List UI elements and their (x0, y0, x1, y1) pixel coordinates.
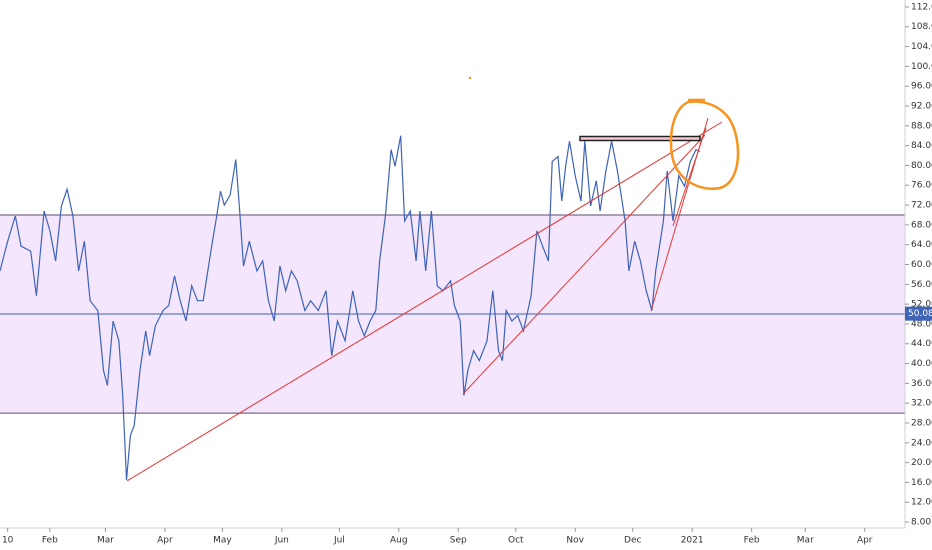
last-value-badge (905, 306, 932, 321)
x-tick-label: Mar (97, 536, 114, 546)
x-tick-label: Feb (744, 536, 760, 546)
y-tick-label: 40.00 (911, 359, 932, 369)
x-tick-label: Jul (333, 536, 345, 546)
y-tick-label: 104.00 (911, 42, 932, 52)
y-tick-label: 32.00 (911, 399, 932, 409)
y-tick-label: 108.00 (911, 22, 932, 32)
x-tick-label: Apr (157, 536, 173, 546)
y-tick-label: 80.00 (911, 161, 932, 171)
x-tick-label: Nov (566, 536, 584, 546)
y-tick-label: 12.00 (911, 498, 932, 508)
y-tick-label: 68.00 (911, 220, 932, 230)
x-tick-label: Dec (624, 536, 641, 546)
y-tick-label: 36.00 (911, 379, 932, 389)
y-tick-label: 100.00 (911, 62, 932, 72)
x-tick-label: May (213, 536, 232, 546)
y-tick-label: 112.00 (911, 2, 932, 12)
x-tick-label: Feb (42, 536, 58, 546)
rsi-band (0, 214, 905, 414)
y-tick-label: 52.00 (911, 300, 932, 310)
y-tick-label: 8.00 (911, 518, 931, 528)
trend-line (462, 134, 706, 395)
x-tick-label: Oct (508, 536, 524, 546)
y-tick-label: 48.00 (911, 319, 932, 329)
dot (468, 76, 472, 80)
y-tick-label: 56.00 (911, 280, 932, 290)
y-tick-label: 24.00 (911, 438, 932, 448)
y-tick-label: 60.00 (911, 260, 932, 270)
y-tick-label: 72.00 (911, 201, 932, 211)
x-tick-label: 10 (2, 536, 14, 546)
circle-annotation (669, 98, 740, 190)
x-tick-label: Jun (274, 536, 289, 546)
x-tick-label: Mar (797, 536, 814, 546)
trend-line (126, 121, 723, 482)
plot (0, 135, 701, 481)
y-tick-label: 16.00 (911, 478, 932, 488)
resistance-box (579, 135, 701, 142)
y-tick-label: 96.00 (911, 82, 932, 92)
drawings (126, 76, 740, 482)
y-tick-label: 76.00 (911, 181, 932, 191)
trend-line (672, 127, 707, 227)
last-value-label: 50.08 (908, 309, 932, 319)
y-tick-label: 28.00 (911, 418, 932, 428)
y-tick-label: 84.00 (911, 141, 932, 151)
y-tick-label: 64.00 (911, 240, 932, 250)
y-tick-label: 20.00 (911, 458, 932, 468)
x-tick-label: Aug (390, 536, 408, 546)
y-tick-label: 44.00 (911, 339, 932, 349)
x-tick-label: Sep (450, 536, 467, 546)
y-tick-label: 88.00 (911, 121, 932, 131)
y-tick-label: 92.00 (911, 101, 932, 111)
x-tick-label: Apr (857, 536, 873, 546)
x-tick-label: 2021 (681, 536, 704, 546)
rsi-line (0, 135, 701, 481)
